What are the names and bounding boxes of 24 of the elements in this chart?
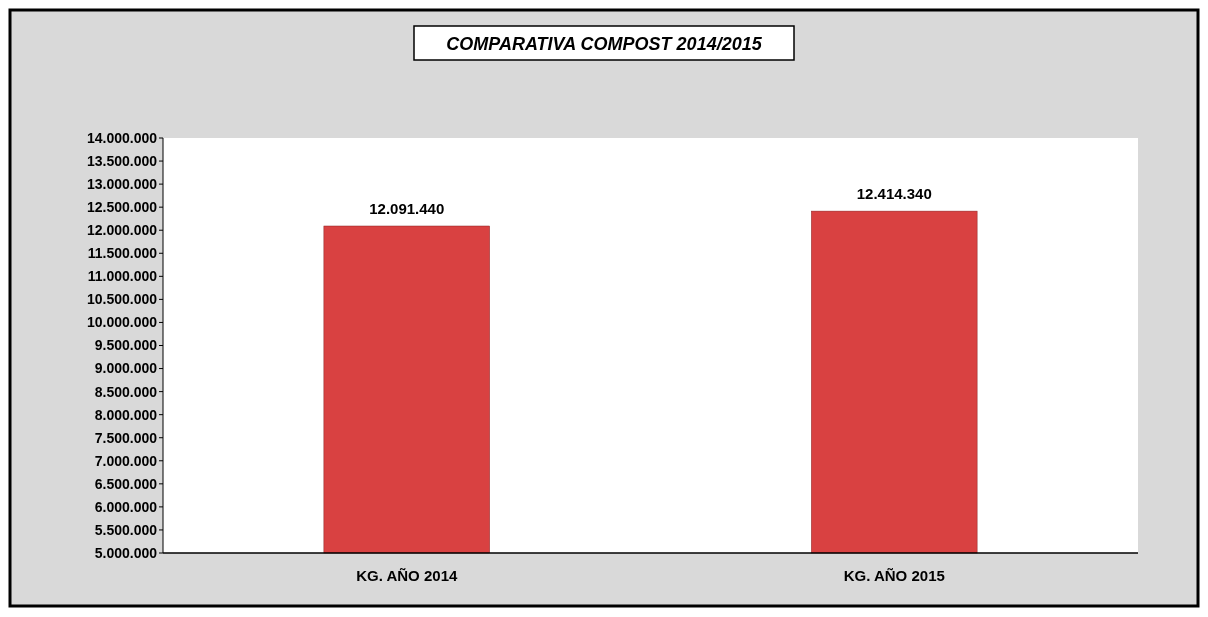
data-label: 12.091.440 bbox=[369, 200, 445, 218]
y-tick-label: 6.000.000 bbox=[94, 498, 158, 515]
x-tick-label: KG. AÑO 2015 bbox=[843, 567, 945, 584]
y-tick-label: 5.500.000 bbox=[94, 521, 158, 538]
y-tick-label: 14.000.000 bbox=[86, 129, 158, 146]
y-tick-label: 6.500.000 bbox=[94, 475, 158, 492]
y-tick-label: 9.000.000 bbox=[94, 360, 158, 377]
chart-title: COMPARATIVA COMPOST 2014/2015 bbox=[446, 34, 763, 54]
x-tick-label: KG. AÑO 2014 bbox=[356, 567, 458, 584]
y-tick-label: 11.000.000 bbox=[87, 268, 158, 285]
y-tick-label: 11.500.000 bbox=[87, 245, 158, 262]
y-tick-label: 13.000.000 bbox=[86, 176, 158, 193]
y-tick-label: 10.500.000 bbox=[86, 291, 158, 308]
y-tick-label: 13.500.000 bbox=[86, 152, 158, 169]
y-tick-label: 7.500.000 bbox=[94, 429, 158, 446]
data-label: 12.414.340 bbox=[856, 185, 932, 203]
y-tick-label: 8.000.000 bbox=[94, 406, 158, 423]
y-tick-label: 7.000.000 bbox=[94, 452, 158, 469]
y-tick-label: 8.500.000 bbox=[94, 383, 158, 400]
y-tick-label: 10.000.000 bbox=[86, 314, 158, 331]
y-tick-label: 12.000.000 bbox=[86, 222, 158, 239]
y-tick-label: 12.500.000 bbox=[86, 199, 158, 216]
y-tick-label: 5.000.000 bbox=[94, 544, 158, 561]
y-tick-label: 9.500.000 bbox=[94, 337, 158, 354]
